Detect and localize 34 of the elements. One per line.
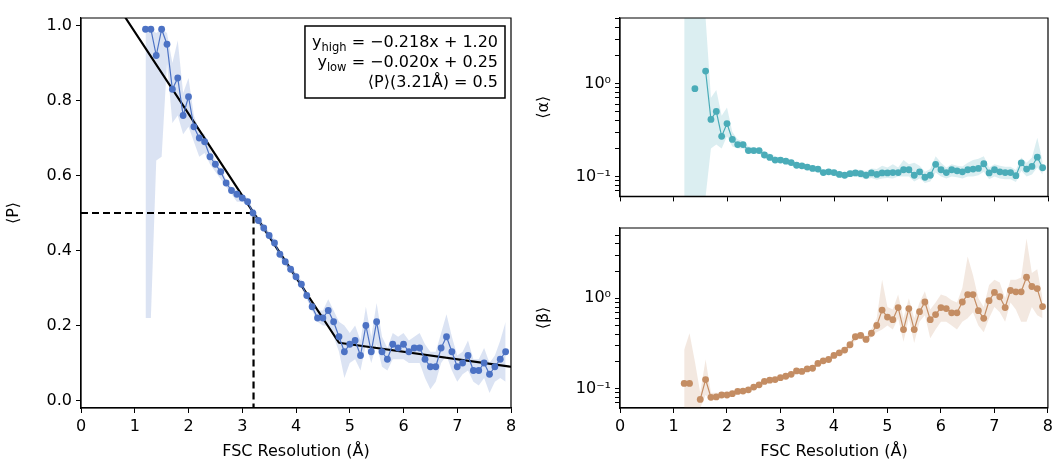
x-axis-title: FSC Resolution (Å): [222, 440, 370, 460]
y-tick-label: 0.2: [46, 314, 72, 334]
x-tick-label: 1: [129, 415, 140, 435]
x-tick-label: 0: [614, 415, 626, 435]
y-tick-label: 0.8: [46, 89, 72, 109]
x-tick-label: 6: [935, 415, 947, 435]
x-tick-label: 5: [344, 415, 355, 435]
y-tick-label: 1.0: [46, 14, 72, 34]
annotation: ⟨P⟩(3.21Å) = 0.5: [367, 72, 499, 91]
x-tick-label: 8: [1042, 415, 1053, 435]
y-tick-label: 10⁻¹: [575, 377, 611, 397]
x-tick-label: 2: [721, 415, 733, 435]
x-tick-label: 3: [237, 415, 248, 435]
y-tick-label: 0.0: [46, 389, 72, 409]
x-tick-label: 1: [668, 415, 679, 435]
y-axis-title: ⟨P⟩: [2, 201, 22, 225]
x-tick-label: 6: [398, 415, 409, 435]
x-tick-label: 0: [75, 415, 87, 435]
y-tick-label: 10⁻¹: [575, 165, 611, 185]
x-tick-label: 7: [452, 415, 463, 435]
x-tick-label: 4: [828, 415, 840, 435]
y-tick-label: 10⁰: [584, 72, 611, 92]
y-tick-label: 0.4: [46, 239, 72, 259]
y-axis-title: ⟨β⟩: [532, 306, 552, 330]
y-tick-label: 0.6: [46, 164, 72, 184]
x-tick-label: 8: [505, 415, 517, 435]
y-axis-title: ⟨α⟩: [532, 95, 552, 119]
x-tick-label: 5: [882, 415, 893, 435]
y-tick-label: 10⁰: [584, 287, 611, 307]
x-tick-label: 3: [775, 415, 786, 435]
x-tick-label: 7: [989, 415, 1000, 435]
x-tick-label: 4: [290, 415, 302, 435]
x-axis-title: FSC Resolution (Å): [760, 440, 908, 460]
x-tick-label: 2: [183, 415, 194, 435]
